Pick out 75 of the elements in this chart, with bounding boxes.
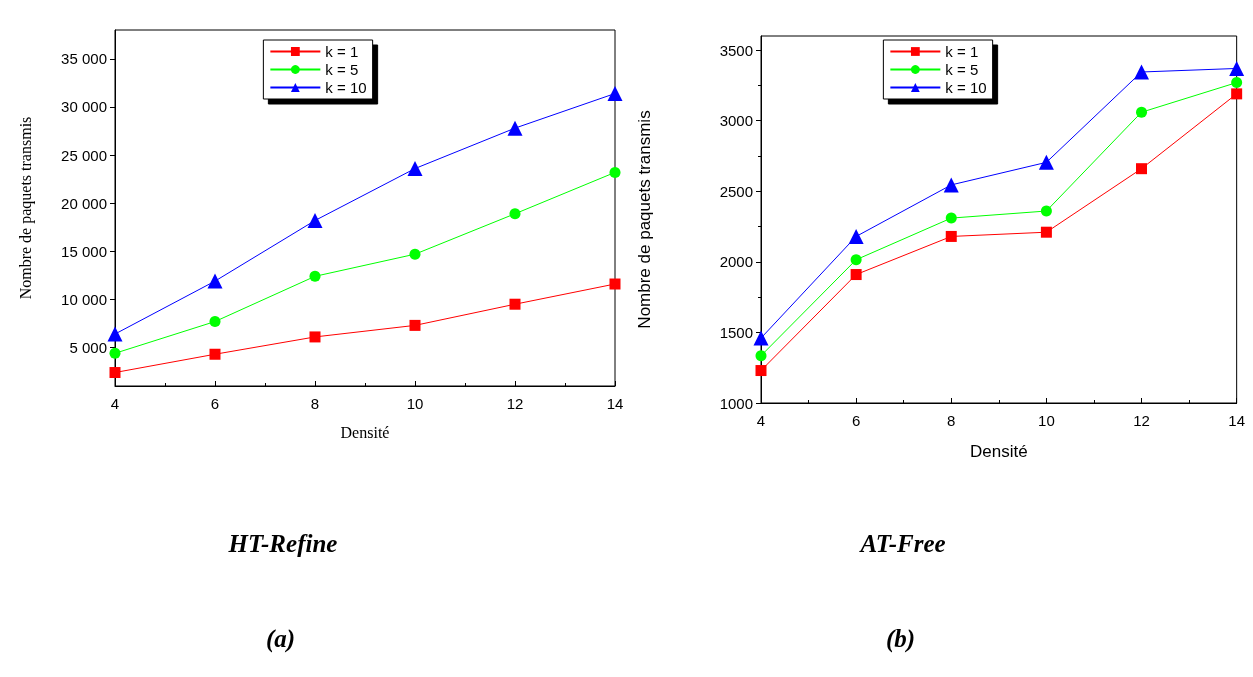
y-tick-label: 3500 xyxy=(719,41,753,59)
x-tick-label: 10 xyxy=(1038,412,1055,429)
legend-label: k = 10 xyxy=(325,79,367,96)
point xyxy=(509,208,521,220)
point xyxy=(755,350,767,362)
x-tick-label: 12 xyxy=(506,395,524,412)
point xyxy=(109,367,121,379)
legend-label: k = 5 xyxy=(945,61,979,78)
x-axis-title: Densité xyxy=(340,423,390,441)
point xyxy=(1136,163,1148,175)
x-tick-label: 10 xyxy=(406,395,424,412)
point xyxy=(209,316,221,328)
text: HT-Refine xyxy=(227,530,338,557)
y-tick-label: 2500 xyxy=(719,182,753,200)
y-tick-label: 15 000 xyxy=(61,242,107,260)
y-tick-label: 1500 xyxy=(719,323,753,341)
point xyxy=(307,213,323,229)
y-tick-label: 20 000 xyxy=(61,194,107,212)
y-tick-label: 10 000 xyxy=(61,290,107,308)
point xyxy=(109,347,121,359)
point xyxy=(309,270,321,282)
point xyxy=(1231,77,1243,89)
point xyxy=(507,120,523,136)
legend-label: k = 5 xyxy=(325,61,359,78)
y-tick-label: 35 000 xyxy=(61,50,107,68)
point xyxy=(609,278,621,290)
x-axis-title: Densité xyxy=(970,442,1028,461)
point xyxy=(309,331,321,343)
y-tick-label: 30 000 xyxy=(61,98,107,116)
y-tick-label: 1000 xyxy=(719,394,753,412)
y-axis-title: Nombre de paquets transmis xyxy=(635,110,654,329)
y-tick-label: 2000 xyxy=(719,253,753,271)
point xyxy=(1134,64,1150,80)
x-tick-label: 4 xyxy=(110,395,120,412)
point xyxy=(107,326,123,342)
point xyxy=(607,86,623,101)
x-tick-label: 8 xyxy=(947,412,956,429)
point xyxy=(409,319,421,331)
point xyxy=(850,254,862,266)
y-tick-label: 5 000 xyxy=(69,339,107,357)
point xyxy=(1231,88,1243,100)
point xyxy=(1038,154,1054,170)
point xyxy=(207,273,223,289)
point xyxy=(509,298,521,310)
text: (a) xyxy=(266,625,296,653)
point xyxy=(1229,60,1245,76)
point xyxy=(1040,226,1052,238)
x-tick-label: 8 xyxy=(310,395,320,412)
point xyxy=(943,177,959,193)
x-tick-label: 6 xyxy=(851,412,861,429)
x-tick-label: 14 xyxy=(606,395,624,412)
point xyxy=(407,161,423,177)
point xyxy=(850,269,862,281)
x-tick-label: 14 xyxy=(1228,412,1245,429)
legend-label: k = 10 xyxy=(945,79,987,96)
point xyxy=(609,166,621,178)
point xyxy=(1040,205,1052,217)
text: AT-Free xyxy=(858,530,946,557)
legend-label: k = 1 xyxy=(325,43,359,60)
x-tick-label: 6 xyxy=(210,395,220,412)
point xyxy=(1136,106,1148,118)
point xyxy=(209,348,221,360)
x-tick-label: 12 xyxy=(1133,412,1150,429)
point xyxy=(755,365,767,377)
text: (b) xyxy=(886,625,916,653)
x-tick-label: 4 xyxy=(756,412,766,429)
legend-label: k = 1 xyxy=(945,43,979,60)
point xyxy=(945,230,957,242)
y-tick-label: 3000 xyxy=(719,112,753,130)
point xyxy=(409,248,421,260)
point xyxy=(945,212,957,224)
y-tick-label: 25 000 xyxy=(61,146,107,164)
y-axis-title: Nombre de paquets transmis xyxy=(16,116,35,300)
point xyxy=(753,330,769,346)
point xyxy=(848,228,864,244)
